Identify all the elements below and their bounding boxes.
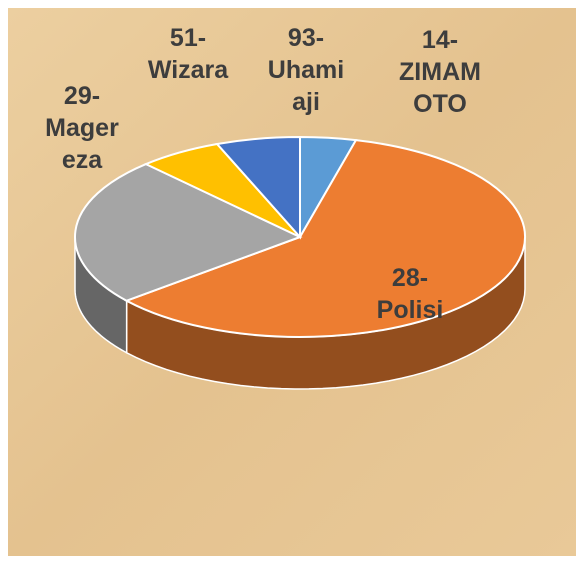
pie [74, 135, 526, 390]
data-label: 29-Mager eza [45, 82, 119, 174]
slice [124, 139, 526, 338]
data-label: 28-Polisi [377, 264, 444, 324]
slice [74, 163, 303, 302]
data-label: 14-ZIMAM OTO [399, 26, 481, 118]
labels: 14-ZIMAM OTO 28-Polisi 29-Mager eza 51-Wizara… [45, 24, 481, 324]
data-label: 51-Wizara [148, 24, 229, 84]
slice [215, 135, 301, 240]
data-label: 93-Uhami aji [268, 24, 344, 116]
